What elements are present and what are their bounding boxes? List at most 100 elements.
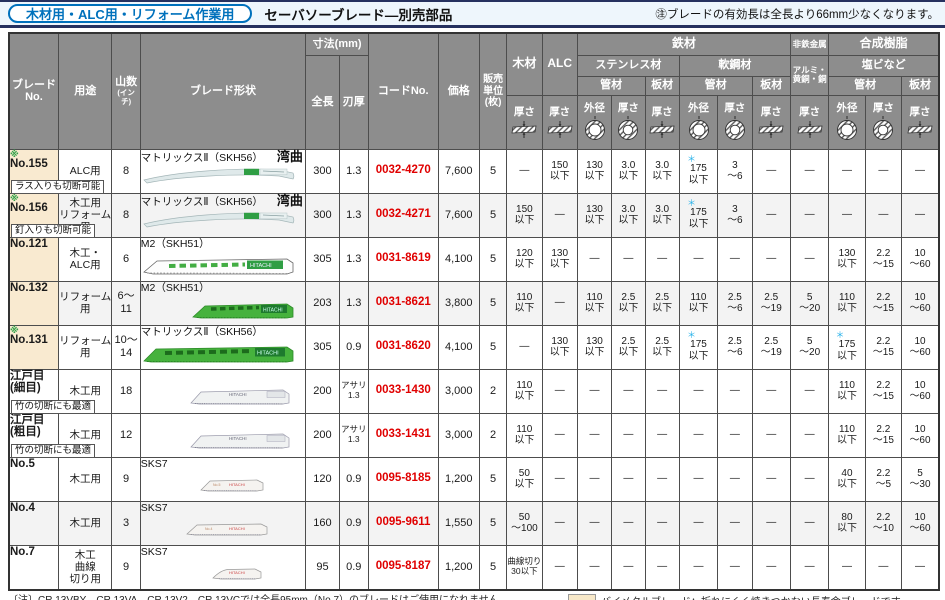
- stainless-pipe-od-cell: 130 以下: [576, 324, 613, 370]
- code-no-cell: 0032-4271: [367, 192, 439, 238]
- pipe-od-icon: [680, 116, 717, 142]
- pipe-thickness-icon: [718, 116, 751, 142]
- mild-pipe-od-cell: —: [678, 456, 719, 502]
- col-header-teeth: 山数 (インチ): [111, 32, 141, 150]
- sales-unit-cell: 5: [478, 280, 508, 326]
- pvc-pipe-od-cell: 130 以下: [828, 236, 866, 282]
- sales-unit-cell: 5: [478, 192, 508, 238]
- stainless-pipe-thickness-cell: —: [611, 412, 646, 458]
- blade-shape-cell: M2（SKH51） HITACHI: [139, 280, 307, 326]
- col-header-stainless-pipe-thickness: 厚さ: [611, 94, 646, 150]
- use-cell: 木工用: [57, 500, 113, 546]
- mild-pipe-thickness-cell: —: [717, 368, 753, 414]
- code-no-cell: 0095-9611: [367, 500, 439, 546]
- price-cell: 1,200: [437, 456, 480, 502]
- stainless-plate-thickness-cell: —: [644, 236, 680, 282]
- svg-text:HITACHI: HITACHI: [263, 307, 283, 313]
- stainless-plate-thickness-cell: 3.0 以下: [644, 192, 680, 238]
- category-badge: 木材用・ALC用・リフォーム作業用: [8, 4, 253, 23]
- col-header-length: 全長: [305, 54, 340, 150]
- code-no-cell: 0095-8185: [367, 456, 439, 502]
- length-cell: 160: [305, 500, 340, 546]
- svg-text:No.5: No.5: [213, 483, 220, 487]
- svg-text:HITACHI: HITACHI: [250, 263, 272, 269]
- mild-plate-thickness-cell: —: [751, 456, 791, 502]
- blade-no-cell: No.132: [8, 280, 59, 326]
- stainless-pipe-od-cell: —: [576, 236, 613, 282]
- code-no-cell: 0033-1430: [367, 368, 439, 414]
- stainless-pipe-thickness-cell: —: [611, 544, 646, 590]
- svg-text:HITACHI: HITACHI: [229, 526, 245, 531]
- col-header-nonferrous: 非鉄金属: [789, 32, 830, 56]
- teeth-count-cell: 18: [111, 368, 141, 414]
- pvc-pipe-thickness-cell: —: [864, 148, 903, 194]
- col-header-dimensions: 寸法(mm): [305, 32, 369, 56]
- nonferrous-thickness-cell: —: [789, 412, 830, 458]
- alc-thickness-cell: —: [541, 280, 578, 326]
- wood-thickness-cell: 110 以下: [506, 412, 543, 458]
- code-no-cell: 0033-1431: [367, 412, 439, 458]
- mild-pipe-od-cell: ＊ 175 以下: [678, 324, 719, 370]
- mild-pipe-od-cell: —: [678, 500, 719, 546]
- price-cell: 3,000: [437, 412, 480, 458]
- price-cell: 1,200: [437, 544, 480, 590]
- thickness-cell: アサリ 1.3: [338, 412, 369, 458]
- wood-thickness-cell: 120 以下: [506, 236, 543, 282]
- stainless-pipe-thickness-cell: 2.5 以下: [611, 324, 646, 370]
- mild-plate-thickness-cell: —: [751, 236, 791, 282]
- mild-plate-thickness-cell: —: [751, 148, 791, 194]
- col-header-mild-steel: 軟鋼材: [678, 54, 791, 77]
- code-no-cell: 0031-8620: [367, 324, 439, 370]
- thickness-cell: 0.9: [338, 500, 369, 546]
- pvc-plate-thickness-cell: 10 〜60: [901, 500, 940, 546]
- teeth-count-cell: 3: [111, 500, 141, 546]
- col-header-shape: ブレード形状: [139, 32, 307, 150]
- col-header-blade-no: ブレード No.: [8, 32, 59, 150]
- teeth-count-cell: 8: [111, 148, 141, 194]
- sales-unit-cell: 5: [478, 148, 508, 194]
- mild-pipe-thickness-cell: —: [717, 412, 753, 458]
- pvc-plate-thickness-cell: 10 〜60: [901, 280, 940, 326]
- pvc-pipe-thickness-cell: 2.2 〜15: [864, 412, 903, 458]
- alc-thickness-cell: —: [541, 500, 578, 546]
- wood-thickness-cell: —: [506, 148, 543, 194]
- blade-shape-cell: SKS7 HITACHI No.5: [139, 456, 307, 502]
- pvc-pipe-od-cell: 40 以下: [828, 456, 866, 502]
- use-cell: 木工 曲線 切り用: [57, 544, 113, 590]
- col-header-stainless-pipe-od: 外径: [576, 94, 613, 150]
- stainless-pipe-thickness-cell: —: [611, 456, 646, 502]
- stainless-pipe-thickness-cell: 2.5 以下: [611, 280, 646, 326]
- svg-text:HITACHI: HITACHI: [257, 350, 279, 356]
- pvc-plate-thickness-cell: 10 〜60: [901, 412, 940, 458]
- footnotes-left: 〔注〕CR 13VBY、CR 13VA、CR 13V2、CR 13VCでは全長9…: [8, 594, 568, 600]
- stainless-plate-thickness-cell: 2.5 以下: [644, 324, 680, 370]
- pvc-plate-thickness-cell: —: [901, 544, 940, 590]
- table-header: ブレード No. 用途 山数 (インチ) ブレード形状 寸法(mm) コードNo.…: [8, 32, 940, 150]
- teeth-count-cell: 6: [111, 236, 141, 282]
- blade-no-cell: 江戸目 (細目) 竹の切断にも最適: [8, 368, 96, 414]
- pvc-pipe-od-cell: ＊ 175 以下: [828, 324, 866, 370]
- mild-plate-thickness-cell: —: [751, 192, 791, 238]
- nonferrous-thickness-cell: —: [789, 500, 830, 546]
- price-cell: 7,600: [437, 192, 480, 238]
- mild-pipe-od-cell: 110 以下: [678, 280, 719, 326]
- product-table: ブレード No. 用途 山数 (インチ) ブレード形状 寸法(mm) コードNo.…: [8, 32, 940, 591]
- pipe-od-icon: [829, 116, 864, 142]
- blade-shape-cell: SKS7 HITACHI: [139, 544, 307, 590]
- blade-no-cell: No.121: [8, 236, 59, 282]
- board-thickness-icon: [507, 120, 541, 138]
- mild-pipe-od-cell: ＊ 175 以下: [678, 148, 719, 194]
- stainless-pipe-thickness-cell: 3.0 以下: [611, 148, 646, 194]
- col-header-stainless-pipe: 管材: [576, 75, 646, 96]
- col-header-stainless: ステンレス材: [576, 54, 680, 77]
- col-header-stainless-plate-thickness: 厚さ: [644, 94, 680, 150]
- board-thickness-icon: [902, 120, 938, 138]
- table-row: 江戸目 (細目) 竹の切断にも最適 木工用 18 HITACHI 200 アサリ 1.3 00…: [8, 368, 940, 414]
- col-header-use: 用途: [57, 32, 113, 150]
- mild-pipe-thickness-cell: —: [717, 544, 753, 590]
- pvc-pipe-thickness-cell: —: [864, 192, 903, 238]
- stainless-pipe-od-cell: —: [576, 456, 613, 502]
- blade-shape-cell: HITACHI: [139, 368, 307, 414]
- price-cell: 7,600: [437, 148, 480, 194]
